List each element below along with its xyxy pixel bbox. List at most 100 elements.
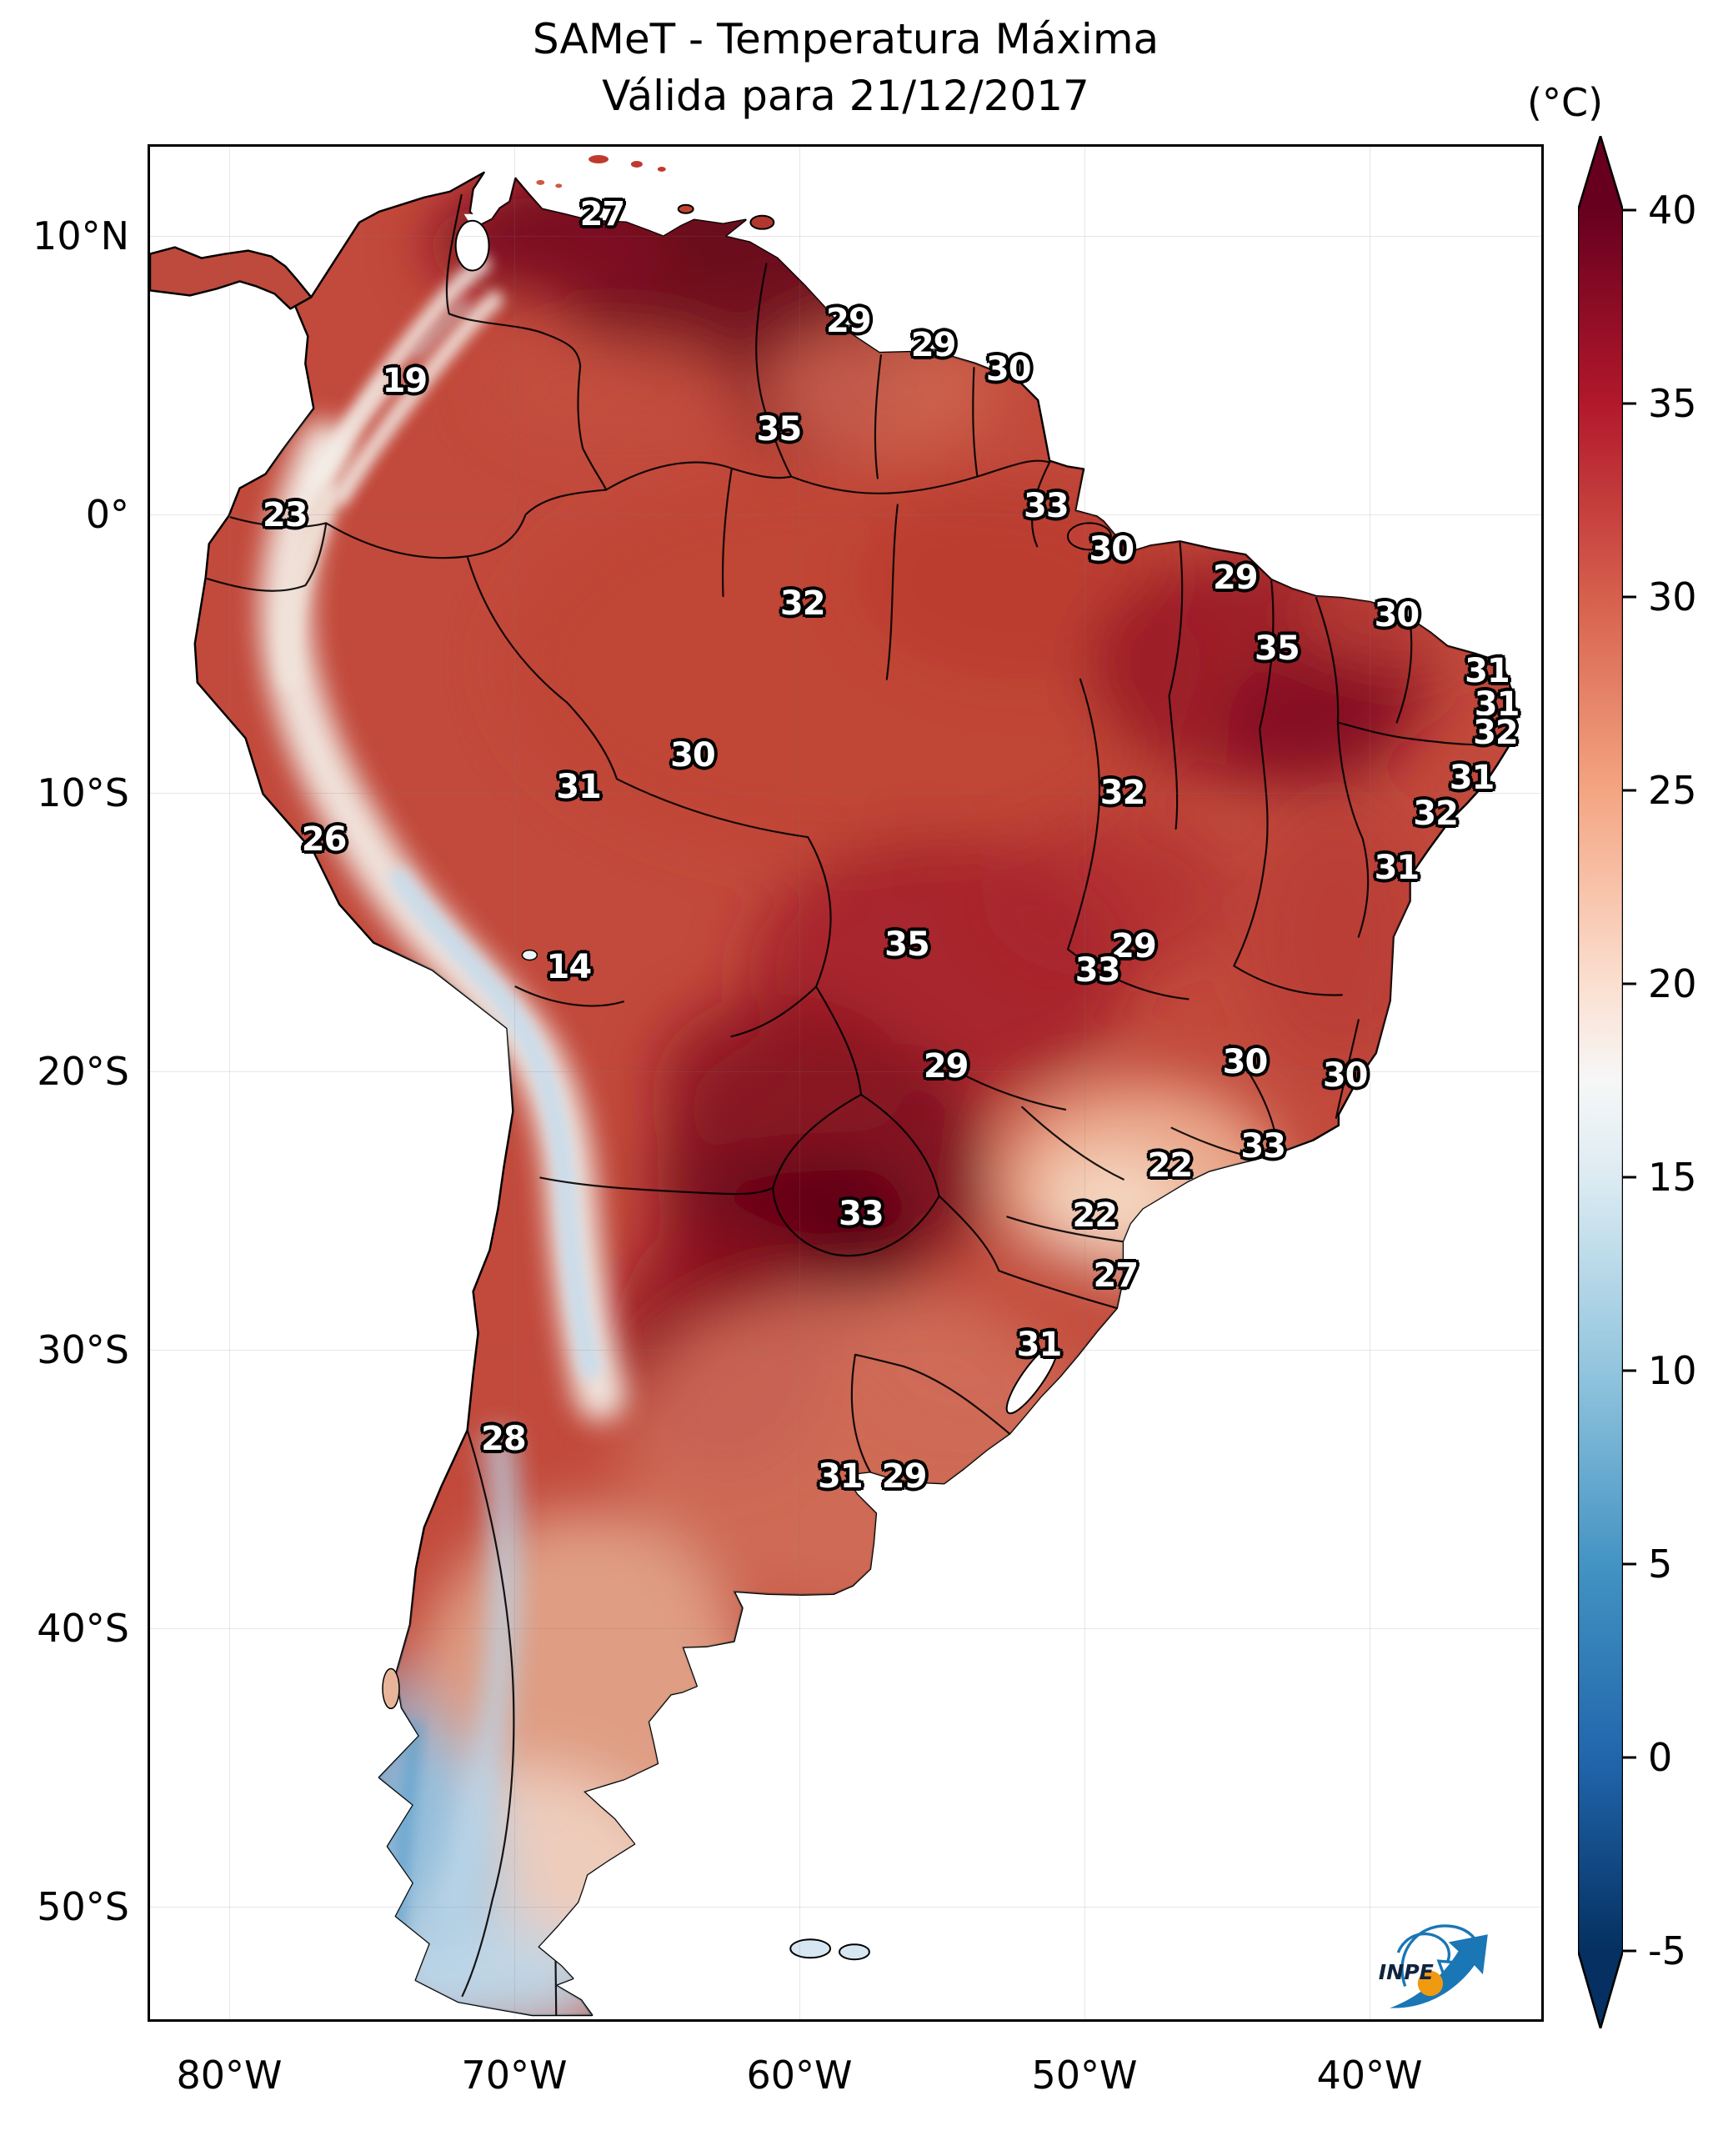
temp-label: 35 bbox=[756, 410, 803, 449]
inpe-swoosh-arrow-icon bbox=[1390, 1934, 1488, 2008]
lon-tick-label: 80°W bbox=[176, 2053, 283, 2098]
temp-label: 27 bbox=[579, 194, 626, 233]
temp-label: 29 bbox=[1212, 558, 1259, 597]
temp-label: 33 bbox=[1023, 487, 1069, 526]
temp-label: 32 bbox=[1473, 713, 1519, 752]
temp-label: 31 bbox=[1016, 1326, 1063, 1365]
temp-label: 35 bbox=[1255, 629, 1300, 668]
gridline bbox=[150, 236, 1541, 237]
colorbar-unit-label: (°C) bbox=[1527, 80, 1604, 125]
map-plot-area: 27 29 29 30 19 35 23 33 30 29 32 30 35 31 31 32 30 31 32 31… bbox=[148, 144, 1544, 2022]
temp-label: 30 bbox=[985, 350, 1032, 389]
gridline bbox=[1084, 147, 1085, 2019]
colorbar-tick bbox=[1623, 1369, 1636, 1372]
temp-label: 31 bbox=[817, 1457, 864, 1496]
temp-label: 30 bbox=[1089, 529, 1134, 569]
temp-label: 31 bbox=[1449, 758, 1495, 797]
gridline bbox=[150, 1071, 1541, 1072]
inpe-orange-ball-icon bbox=[1417, 1970, 1444, 1997]
temp-label: 29 bbox=[923, 1046, 969, 1086]
gridline bbox=[150, 1907, 1541, 1908]
temp-label: 32 bbox=[1413, 794, 1459, 833]
inpe-spiral-inner-icon bbox=[1396, 1932, 1450, 1963]
colorbar-tick bbox=[1623, 402, 1636, 405]
temp-label: 29 bbox=[910, 326, 957, 365]
colorbar-tick-label: 25 bbox=[1648, 768, 1697, 813]
temp-label: 31 bbox=[1465, 651, 1510, 690]
gridline bbox=[150, 514, 1541, 515]
panama-shape bbox=[150, 246, 313, 310]
temp-label: 14 bbox=[546, 947, 593, 986]
colorbar-tick-label: 20 bbox=[1648, 961, 1697, 1006]
page-subtitle: Válida para 21/12/2017 bbox=[602, 72, 1089, 120]
temp-label: 32 bbox=[1099, 773, 1146, 812]
temp-label: 23 bbox=[263, 496, 308, 535]
inpe-logo: INPE bbox=[1379, 1924, 1488, 2008]
colorbar-tick-label: 35 bbox=[1648, 381, 1697, 426]
temp-label: 30 bbox=[1322, 1056, 1369, 1096]
lakes bbox=[454, 213, 1059, 1415]
colorbar-tick bbox=[1623, 1176, 1636, 1179]
lat-tick-label: 10°S bbox=[37, 770, 129, 815]
colorbar-tick-label: 40 bbox=[1648, 188, 1697, 233]
temp-label: 33 bbox=[1240, 1127, 1286, 1166]
inpe-down-arrow-icon bbox=[1436, 1959, 1459, 1980]
colorbar-tick-label: -5 bbox=[1648, 1928, 1686, 1973]
temp-label: 27 bbox=[1093, 1256, 1139, 1296]
islands bbox=[382, 155, 1112, 1961]
colorbar-tick bbox=[1623, 789, 1636, 792]
temp-label: 30 bbox=[1222, 1043, 1269, 1082]
temp-label: 28 bbox=[481, 1419, 527, 1458]
colorbar-tick-label: 10 bbox=[1648, 1348, 1697, 1393]
temp-label: 30 bbox=[670, 735, 716, 775]
lat-tick-label: 50°S bbox=[37, 1884, 129, 1929]
lon-tick-label: 40°W bbox=[1316, 2053, 1423, 2098]
south-america-map bbox=[150, 155, 1517, 2017]
temp-label: 29 bbox=[825, 301, 872, 340]
colorbar-tick bbox=[1623, 1949, 1636, 1953]
colorbar-tick bbox=[1623, 208, 1636, 212]
colorbar-tick bbox=[1623, 595, 1636, 599]
gridline bbox=[514, 147, 515, 2019]
map-labels: 27 29 29 30 19 35 23 33 30 29 32 30 35 31 31 32 30 31 32 31… bbox=[150, 147, 1541, 2019]
temp-label: 35 bbox=[884, 925, 930, 964]
lat-tick-label: 20°S bbox=[37, 1049, 129, 1094]
temp-label: 22 bbox=[1072, 1196, 1118, 1236]
temp-label: 29 bbox=[881, 1457, 928, 1496]
colorbar-tick-label: 15 bbox=[1648, 1155, 1697, 1200]
gridline bbox=[799, 147, 800, 2019]
page-title: SAMeT - Temperatura Máxima bbox=[532, 15, 1160, 63]
colorbar bbox=[1578, 136, 1623, 2028]
colorbar-tick-label: 30 bbox=[1648, 574, 1697, 619]
lat-tick-label: 40°S bbox=[37, 1606, 129, 1651]
temp-label: 31 bbox=[556, 768, 602, 807]
colorbar-tick bbox=[1623, 1562, 1636, 1566]
gridline bbox=[150, 1628, 1541, 1629]
temp-label: 26 bbox=[301, 820, 348, 860]
colorbar-tick-label: 0 bbox=[1648, 1735, 1673, 1780]
colorbar-gradient bbox=[1578, 136, 1623, 2028]
gridline bbox=[150, 1350, 1541, 1351]
temp-label: 33 bbox=[1074, 951, 1121, 990]
temp-label: 22 bbox=[1147, 1146, 1194, 1185]
gridline bbox=[150, 793, 1541, 794]
temp-label: 31 bbox=[1474, 685, 1520, 725]
lon-tick-label: 50°W bbox=[1031, 2053, 1138, 2098]
lat-tick-label: 10°N bbox=[33, 213, 129, 258]
country-borders bbox=[206, 193, 1514, 2015]
lon-tick-label: 60°W bbox=[746, 2053, 853, 2098]
lat-tick-label: 0° bbox=[85, 492, 129, 537]
inpe-spiral-icon bbox=[1400, 1924, 1481, 1987]
inpe-logo-text: INPE bbox=[1379, 1960, 1434, 1984]
colorbar-tick bbox=[1623, 1756, 1636, 1759]
colorbar-tick-label: 5 bbox=[1648, 1542, 1673, 1587]
lat-tick-label: 30°S bbox=[37, 1327, 129, 1372]
temp-label: 31 bbox=[1374, 848, 1420, 887]
colorbar-tick bbox=[1623, 982, 1636, 985]
temp-label: 32 bbox=[779, 584, 826, 624]
gridline bbox=[229, 147, 230, 2019]
temp-label: 33 bbox=[839, 1195, 884, 1234]
temp-label: 29 bbox=[1111, 927, 1157, 966]
temp-label: 19 bbox=[382, 361, 428, 400]
